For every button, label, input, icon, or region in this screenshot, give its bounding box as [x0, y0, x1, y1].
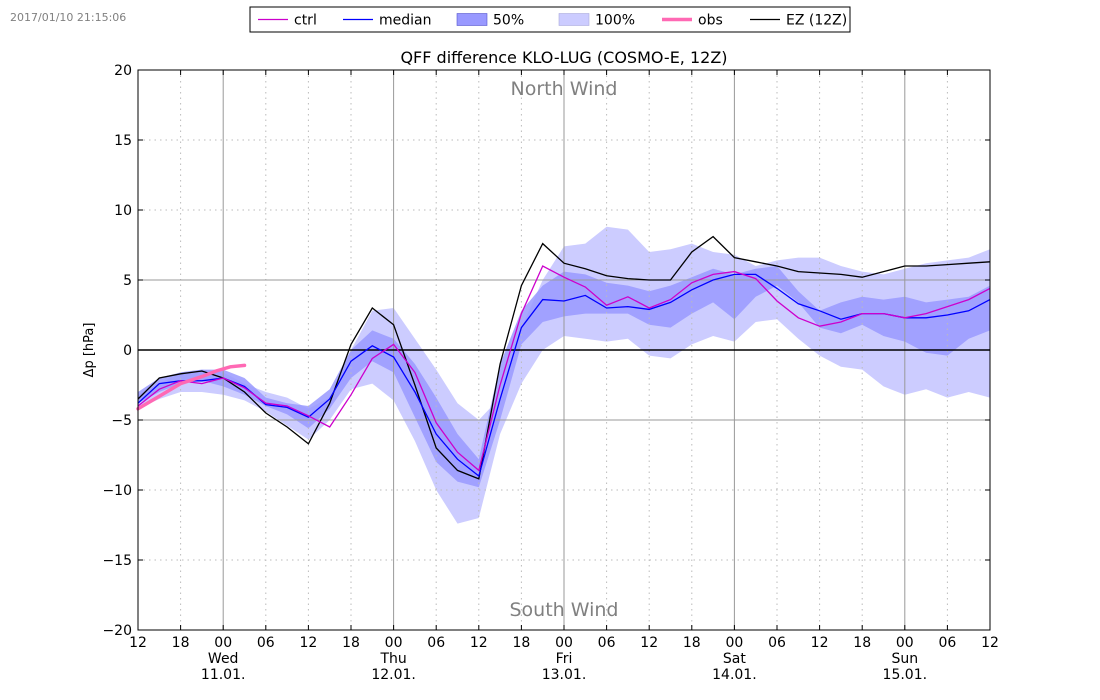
- axes-layer: [137, 69, 991, 631]
- x-tick-label: 00: [385, 635, 403, 651]
- x-tick-label: 12: [299, 635, 317, 651]
- x-tick-label: 06: [257, 635, 275, 651]
- legend: ctrl median 50% 100% obs EZ (12Z): [249, 6, 851, 33]
- x-tick-label: 12: [640, 635, 658, 651]
- day-label: Sun: [891, 651, 918, 667]
- y-tick-label: −20: [102, 623, 132, 639]
- day-label: Wed: [208, 651, 239, 667]
- day-label: Sat: [723, 651, 746, 667]
- y-tick-label: 15: [114, 133, 132, 149]
- x-tick-label: 12: [981, 635, 999, 651]
- legend-label: 100%: [595, 13, 635, 29]
- day-label: Thu: [379, 651, 406, 667]
- day-label: Fri: [556, 651, 573, 667]
- x-tick-label: 18: [342, 635, 360, 651]
- x-tick-label: 12: [470, 635, 488, 651]
- date-label: 14.01.: [712, 667, 757, 683]
- legend-label: median: [379, 13, 431, 29]
- y-tick-label: 5: [123, 273, 132, 289]
- y-tick-label: −5: [111, 413, 132, 429]
- x-tick-label: 18: [512, 635, 530, 651]
- legend-label: obs: [698, 13, 723, 29]
- x-tick-label: 00: [896, 635, 914, 651]
- x-tick-label: 06: [768, 635, 786, 651]
- north-wind-annotation: North Wind: [511, 78, 618, 100]
- timestamp: 2017/01/10 21:15:06: [10, 11, 127, 24]
- south-wind-annotation: South Wind: [509, 599, 618, 621]
- ez-line: [137, 235, 991, 480]
- x-tick-label: 18: [172, 635, 190, 651]
- x-tick-label: 00: [725, 635, 743, 651]
- date-label: 15.01.: [883, 667, 928, 683]
- x-tick-label: 00: [555, 635, 573, 651]
- x-tick-label: 06: [427, 635, 445, 651]
- date-label: 12.01.: [371, 667, 416, 683]
- x-tick-label: 18: [853, 635, 871, 651]
- x-tick-label: 00: [214, 635, 232, 651]
- legend-label: EZ (12Z): [786, 13, 847, 29]
- y-tick-label: 10: [114, 203, 132, 219]
- x-tick-label: 12: [811, 635, 829, 651]
- y-tick-label: −15: [102, 553, 132, 569]
- date-label: 13.01.: [542, 667, 587, 683]
- x-tick-label: 06: [938, 635, 956, 651]
- y-tick-label: 20: [114, 63, 132, 79]
- chart-title: QFF difference KLO-LUG (COSMO-E, 12Z): [400, 48, 727, 67]
- x-tick-label: 18: [683, 635, 701, 651]
- y-tick-label: −10: [102, 483, 132, 499]
- legend-label: 50%: [493, 13, 524, 29]
- date-label: 11.01.: [201, 667, 246, 683]
- x-tick-label: 06: [598, 635, 616, 651]
- labels-layer: −20 −15 −10 −5 0 5 10 15 20 12 18 00 06 12 18 00 06 12 18 0…: [82, 48, 999, 683]
- legend-label: ctrl: [294, 13, 317, 29]
- x-tick-label: 12: [129, 635, 147, 651]
- grid-layer: [138, 70, 990, 630]
- legend-swatch: [558, 13, 590, 26]
- legend-swatch: [456, 13, 488, 26]
- obs-line: [136, 363, 247, 411]
- y-axis-label: Δp [hPa]: [82, 323, 97, 378]
- series-layer: [136, 235, 991, 480]
- median-line: [137, 273, 991, 478]
- ctrl-line: [137, 265, 991, 472]
- y-tick-label: 0: [123, 343, 132, 359]
